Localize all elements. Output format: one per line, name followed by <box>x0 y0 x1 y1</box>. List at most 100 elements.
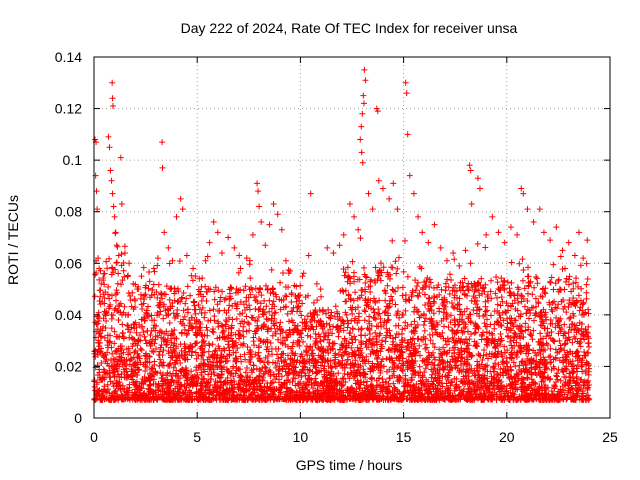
data-point <box>241 318 248 325</box>
data-point <box>568 384 575 391</box>
data-point <box>299 300 306 307</box>
data-point <box>104 360 111 367</box>
data-point <box>392 322 399 329</box>
data-point <box>145 303 152 310</box>
data-point <box>102 325 109 332</box>
data-point <box>441 323 448 330</box>
data-point <box>472 390 479 397</box>
data-point <box>173 377 180 384</box>
data-point <box>474 368 481 375</box>
data-point <box>430 285 437 292</box>
data-point <box>255 377 262 384</box>
data-point <box>381 287 388 294</box>
data-point <box>386 383 393 390</box>
data-point <box>317 362 324 369</box>
data-point <box>279 335 286 342</box>
data-point <box>412 325 419 332</box>
data-point <box>114 333 121 340</box>
data-point <box>500 358 507 365</box>
data-point <box>463 292 470 299</box>
data-point <box>573 394 580 401</box>
data-point <box>467 392 474 399</box>
data-point <box>411 330 418 337</box>
data-point <box>488 373 495 380</box>
data-point <box>404 343 411 350</box>
data-point <box>428 395 435 402</box>
data-point <box>347 393 354 400</box>
data-point <box>405 339 412 346</box>
data-point <box>443 341 450 348</box>
data-point <box>125 351 132 358</box>
data-point <box>416 393 423 400</box>
data-point <box>488 312 494 319</box>
data-point <box>429 317 436 324</box>
data-point <box>403 358 410 365</box>
data-point <box>237 286 244 293</box>
data-point <box>217 382 224 389</box>
data-point <box>198 353 205 360</box>
data-point <box>452 385 459 392</box>
data-point <box>375 375 382 382</box>
data-point <box>146 269 153 276</box>
data-point <box>351 333 358 340</box>
data-point <box>204 327 211 334</box>
data-point <box>247 374 254 381</box>
data-point <box>127 297 134 304</box>
data-point <box>100 366 107 373</box>
data-point <box>285 377 292 384</box>
data-point <box>516 342 523 349</box>
data-point <box>103 310 110 317</box>
data-point <box>399 311 406 318</box>
data-point <box>483 316 490 323</box>
data-point <box>268 305 275 312</box>
data-point <box>481 320 488 327</box>
data-point <box>228 385 235 392</box>
data-point <box>472 320 479 327</box>
data-point <box>542 290 549 297</box>
data-point <box>176 257 183 264</box>
data-point <box>295 382 302 389</box>
data-point <box>187 292 194 299</box>
data-point <box>93 395 100 402</box>
data-point <box>392 334 399 341</box>
data-point <box>424 378 431 385</box>
data-point <box>344 356 351 363</box>
data-point <box>141 317 148 324</box>
data-point <box>484 355 491 362</box>
data-point <box>333 363 340 370</box>
data-point <box>118 343 125 350</box>
data-point <box>472 329 479 336</box>
data-point <box>488 337 495 344</box>
data-point <box>389 341 396 348</box>
data-point <box>372 389 379 396</box>
data-point <box>171 326 178 333</box>
data-point <box>123 346 130 353</box>
data-point <box>528 376 535 383</box>
data-point <box>378 364 385 371</box>
data-point <box>474 324 481 331</box>
data-point <box>334 316 341 323</box>
data-point <box>481 390 488 397</box>
data-point <box>301 390 308 397</box>
data-point <box>261 389 268 396</box>
data-point <box>292 375 299 382</box>
data-point <box>555 277 562 284</box>
data-point <box>568 288 575 295</box>
data-point <box>451 375 458 382</box>
data-point <box>298 312 305 319</box>
data-point <box>440 366 447 373</box>
data-point <box>553 373 560 380</box>
data-point <box>560 387 567 394</box>
data-point <box>349 353 356 360</box>
data-point <box>525 283 532 290</box>
data-point <box>432 356 439 363</box>
data-point <box>362 308 369 315</box>
data-point <box>461 348 468 355</box>
data-point <box>550 286 557 293</box>
data-point <box>256 373 263 380</box>
data-point <box>179 294 186 301</box>
data-point <box>106 367 113 374</box>
data-point <box>446 367 453 374</box>
data-point <box>269 351 276 358</box>
data-point <box>324 336 331 343</box>
